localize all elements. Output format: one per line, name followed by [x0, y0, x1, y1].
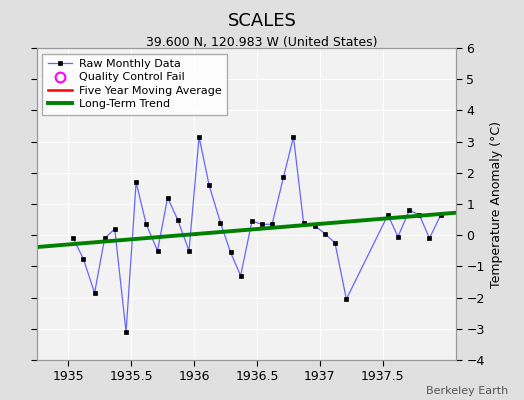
Raw Monthly Data: [385, 212, 391, 217]
Raw Monthly Data: [237, 273, 244, 278]
Raw Monthly Data: [92, 290, 98, 295]
Raw Monthly Data: [280, 175, 287, 180]
Raw Monthly Data: [269, 222, 275, 227]
Raw Monthly Data: [186, 248, 192, 253]
Raw Monthly Data: [312, 224, 318, 228]
Raw Monthly Data: [322, 231, 328, 236]
Raw Monthly Data: [395, 234, 401, 239]
Line: Raw Monthly Data: Raw Monthly Data: [71, 134, 443, 334]
Raw Monthly Data: [227, 250, 234, 255]
Raw Monthly Data: [259, 222, 265, 227]
Raw Monthly Data: [343, 297, 350, 302]
Raw Monthly Data: [427, 236, 433, 241]
Raw Monthly Data: [290, 134, 297, 139]
Raw Monthly Data: [300, 220, 307, 225]
Raw Monthly Data: [196, 134, 202, 139]
Raw Monthly Data: [123, 330, 129, 334]
Raw Monthly Data: [217, 220, 224, 225]
Legend: Raw Monthly Data, Quality Control Fail, Five Year Moving Average, Long-Term Tren: Raw Monthly Data, Quality Control Fail, …: [42, 54, 227, 115]
Raw Monthly Data: [133, 180, 139, 184]
Text: SCALES: SCALES: [227, 12, 297, 30]
Raw Monthly Data: [406, 208, 412, 213]
Text: 39.600 N, 120.983 W (United States): 39.600 N, 120.983 W (United States): [146, 36, 378, 49]
Raw Monthly Data: [102, 236, 108, 241]
Raw Monthly Data: [206, 183, 212, 188]
Raw Monthly Data: [249, 219, 255, 224]
Raw Monthly Data: [143, 222, 149, 227]
Raw Monthly Data: [332, 240, 338, 245]
Text: Berkeley Earth: Berkeley Earth: [426, 386, 508, 396]
Raw Monthly Data: [174, 217, 181, 222]
Raw Monthly Data: [165, 195, 171, 200]
Raw Monthly Data: [112, 226, 118, 231]
Raw Monthly Data: [155, 248, 161, 253]
Raw Monthly Data: [416, 212, 422, 217]
Raw Monthly Data: [438, 212, 444, 217]
Y-axis label: Temperature Anomaly (°C): Temperature Anomaly (°C): [490, 120, 503, 288]
Raw Monthly Data: [80, 256, 86, 261]
Raw Monthly Data: [70, 236, 77, 241]
